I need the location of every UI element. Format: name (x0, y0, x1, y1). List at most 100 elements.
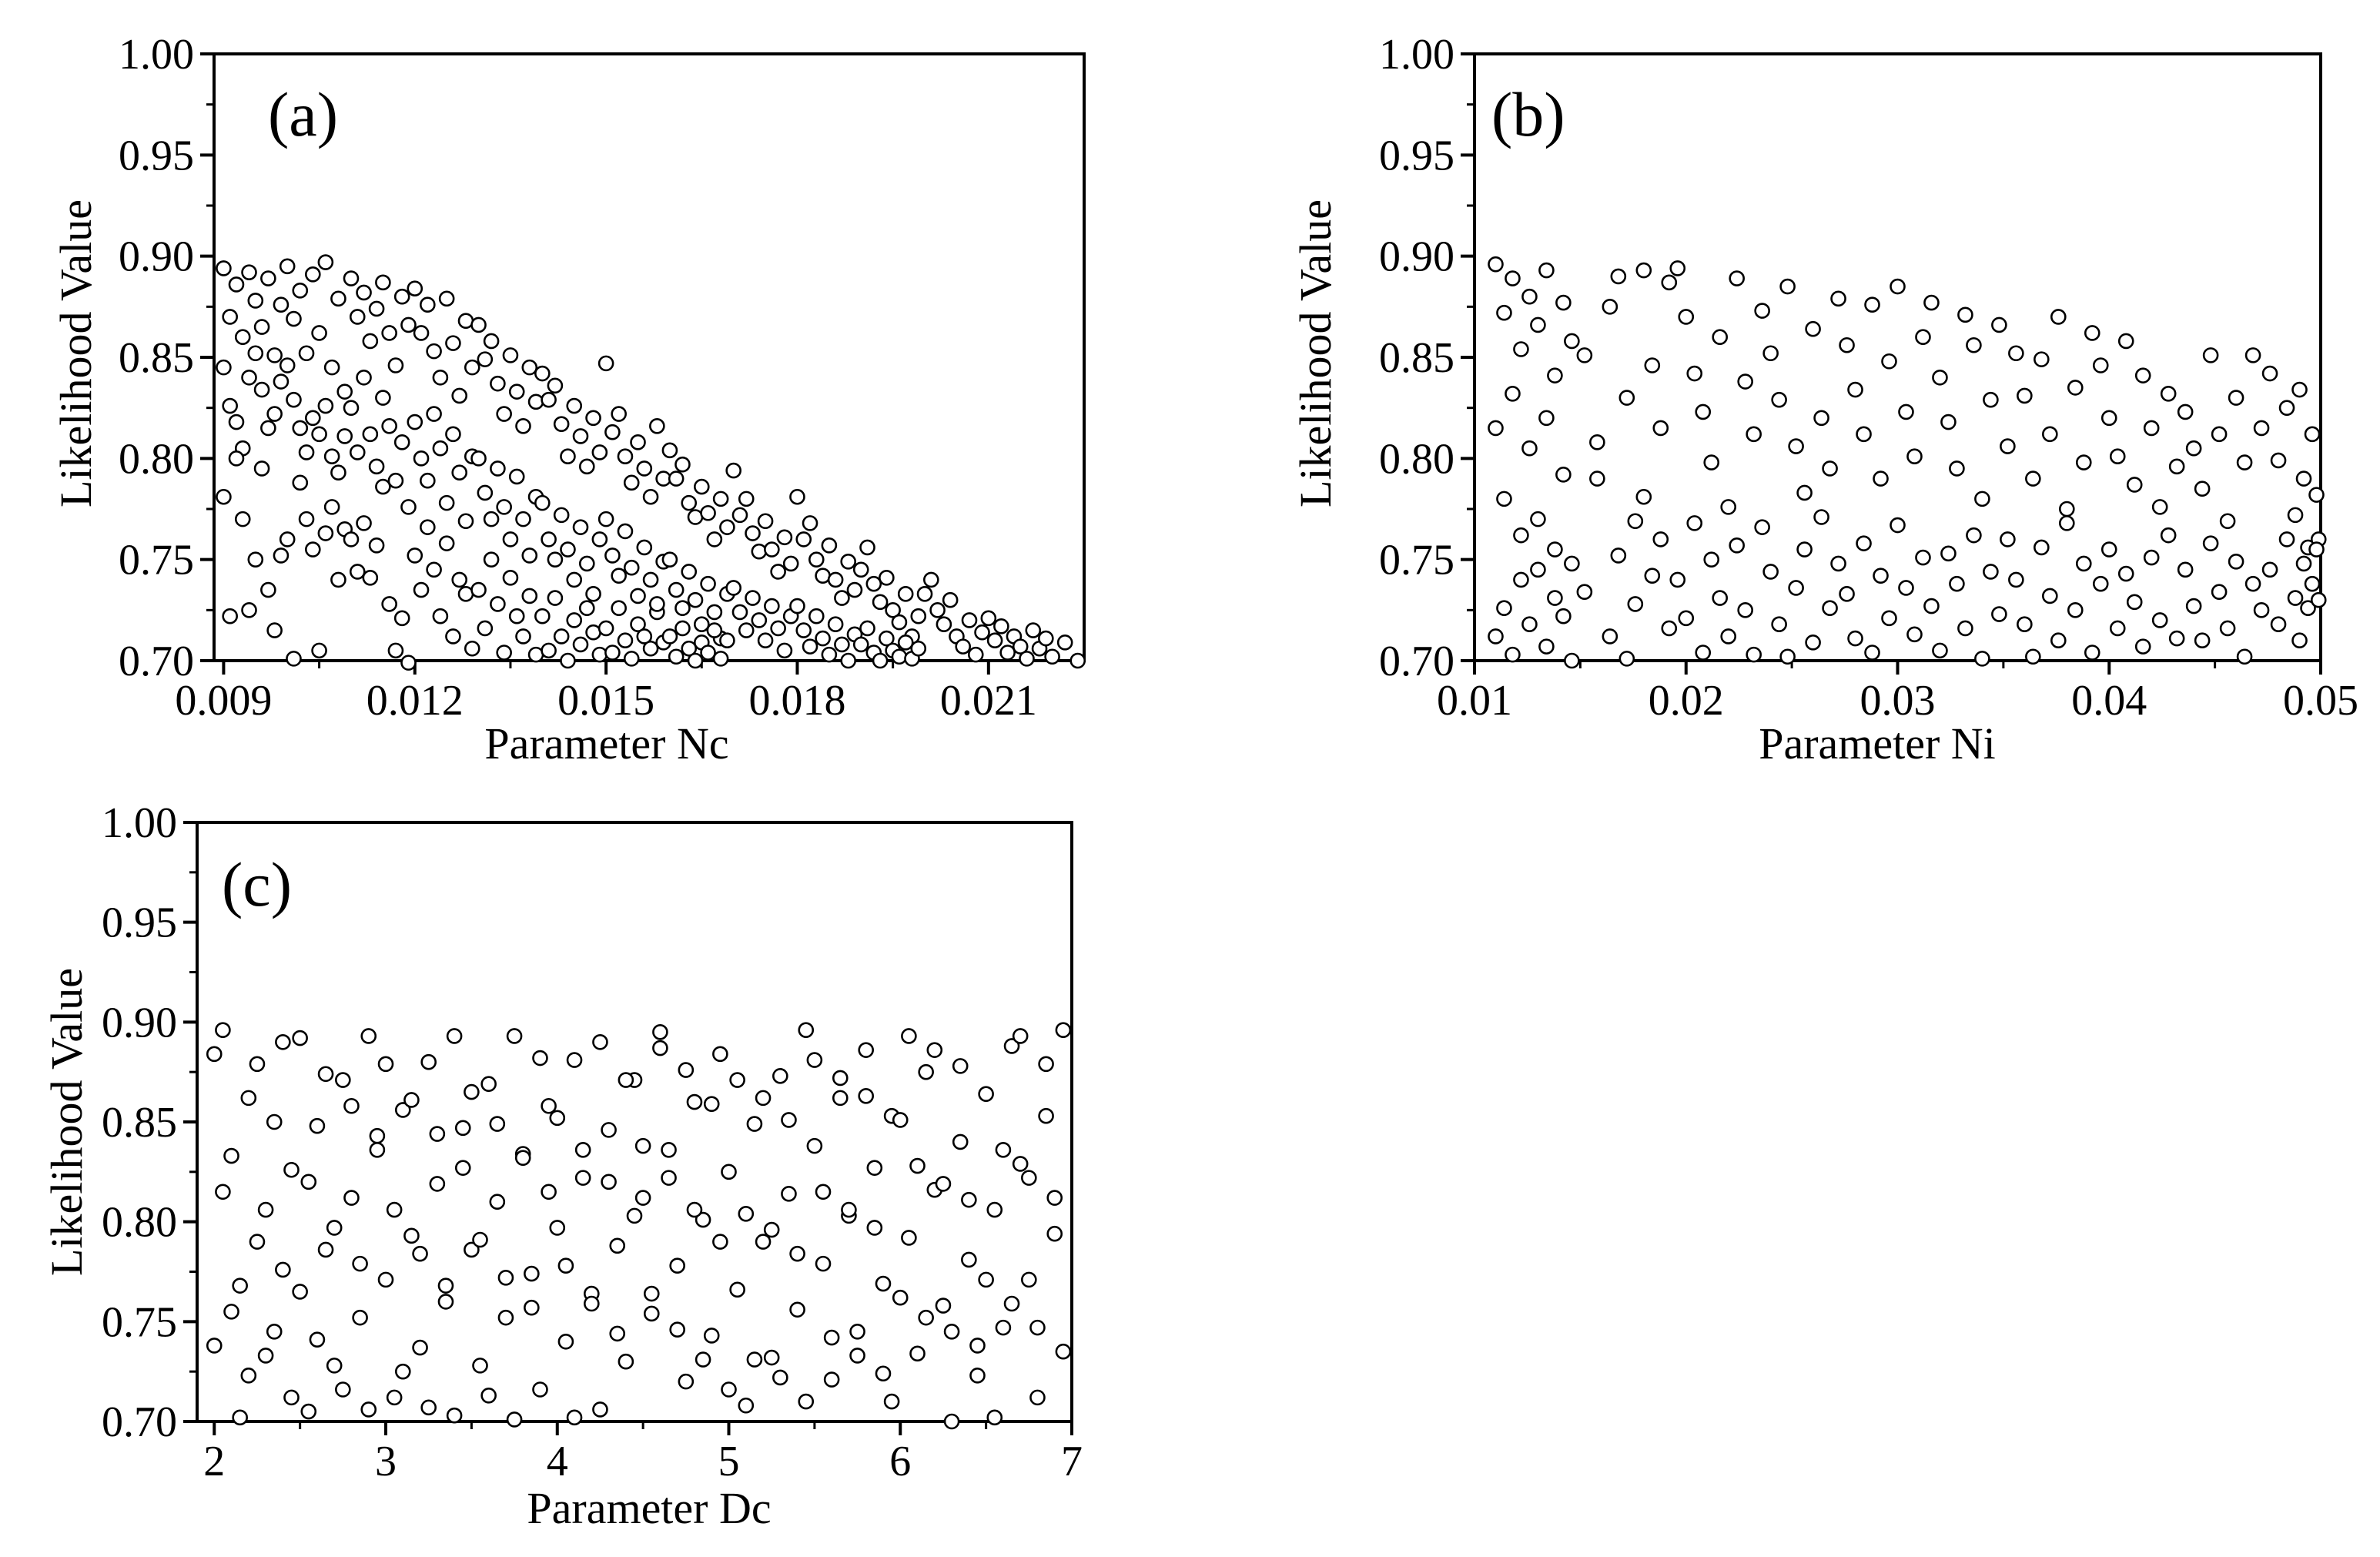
data-point (1661, 620, 1678, 637)
data-point (832, 1070, 849, 1087)
data-point (2151, 499, 2168, 515)
data-point (875, 1275, 892, 1292)
data-point (2067, 602, 2084, 618)
data-point (681, 564, 698, 580)
data-point (721, 1381, 737, 1398)
data-point (1949, 460, 1965, 477)
data-point (566, 397, 583, 414)
data-point (553, 416, 570, 432)
data-point (343, 400, 360, 416)
data-point (228, 450, 245, 467)
data-point (601, 1122, 617, 1138)
data-point (557, 1257, 574, 1274)
data-point (496, 499, 512, 515)
data-point (1957, 306, 1973, 323)
data-point (952, 1058, 969, 1074)
data-point (961, 612, 978, 628)
data-point (746, 1116, 763, 1132)
data-point (591, 444, 608, 460)
data-point (2236, 648, 2253, 665)
data-point (2261, 365, 2278, 382)
x-tick-label: 0.015 (557, 677, 654, 725)
y-axis-title: Likelihood Value (51, 199, 101, 507)
data-point (678, 1373, 695, 1390)
data-point (806, 1137, 823, 1154)
data-point (317, 254, 334, 270)
data-point (623, 651, 640, 667)
data-point (534, 494, 551, 511)
data-point (1686, 515, 1703, 531)
data-point (247, 345, 264, 362)
data-point (429, 1176, 446, 1192)
data-point (375, 478, 391, 495)
data-point (1019, 651, 1035, 667)
data-point (273, 296, 290, 313)
data-point (636, 539, 653, 556)
data-point (234, 329, 251, 346)
data-point (368, 300, 385, 317)
data-point (1488, 628, 1504, 645)
x-axis-title: Parameter Dc (527, 1483, 771, 1533)
data-point (275, 1033, 291, 1050)
data-point (432, 608, 449, 624)
data-point (228, 276, 245, 293)
data-point (566, 1409, 583, 1426)
data-point (1847, 630, 1863, 647)
data-point (489, 1116, 506, 1132)
data-point (360, 1028, 377, 1044)
data-point (858, 1042, 875, 1058)
data-point (400, 499, 417, 515)
data-point (560, 448, 576, 465)
data-point (652, 1040, 668, 1056)
data-point (2185, 440, 2202, 457)
data-point (815, 568, 831, 584)
data-point (426, 561, 442, 578)
data-point (1873, 568, 1889, 584)
data-point (1627, 596, 1644, 612)
data-point (923, 571, 939, 588)
data-point (598, 511, 614, 527)
data-point (634, 1137, 651, 1154)
data-point (827, 571, 844, 588)
data-point (703, 1096, 720, 1112)
panel-label: (a) (268, 79, 338, 149)
data-point (1589, 470, 1605, 487)
data-point (795, 531, 812, 547)
data-point (1046, 1225, 1063, 1242)
data-point (1555, 608, 1572, 624)
data-point (1779, 648, 1796, 665)
data-point (2075, 454, 2092, 470)
data-point (457, 313, 474, 330)
data-point (1932, 642, 1948, 659)
data-point (1957, 620, 1973, 637)
data-point (2008, 571, 2024, 588)
data-point (980, 610, 997, 627)
data-point (611, 406, 627, 422)
data-point (266, 406, 283, 422)
data-point (849, 1348, 865, 1364)
data-point (1822, 600, 1838, 617)
data-point (2287, 507, 2304, 524)
data-point (892, 1289, 909, 1306)
data-point (1881, 353, 1897, 370)
data-point (943, 1413, 960, 1430)
data-point (618, 1072, 634, 1088)
data-point (496, 406, 512, 422)
data-point (1805, 320, 1821, 337)
data-point (1822, 460, 1838, 477)
data-point (781, 1186, 797, 1202)
data-point (2126, 594, 2143, 611)
data-point (1974, 491, 1990, 507)
data-point (686, 1201, 703, 1218)
data-point (1513, 571, 1529, 588)
data-point (356, 369, 372, 386)
data-point (2075, 555, 2092, 572)
data-point (336, 428, 353, 444)
data-point (1488, 420, 1504, 437)
data-point (834, 590, 850, 606)
y-tick-label: 0.90 (1379, 233, 1454, 281)
data-point (1890, 517, 1906, 534)
data-point (413, 325, 430, 341)
data-point (721, 1164, 737, 1180)
data-point (2017, 387, 2033, 404)
